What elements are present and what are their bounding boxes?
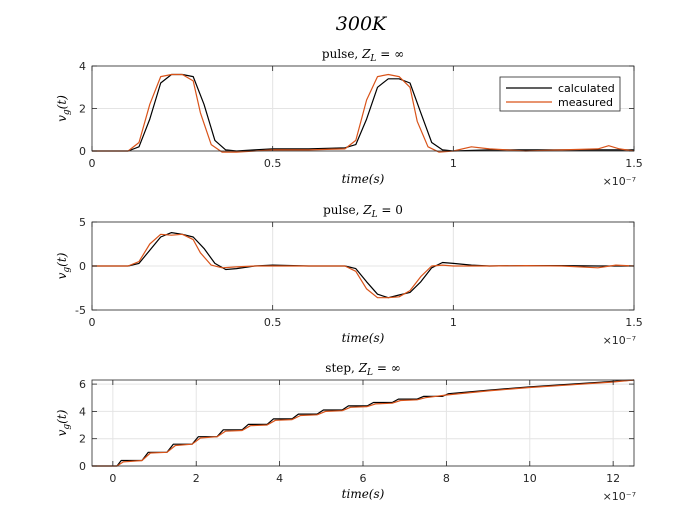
y-tick-label: 5 bbox=[79, 216, 86, 229]
x-tick-label: 0 bbox=[89, 157, 96, 170]
panel-title-math: Z bbox=[358, 361, 368, 375]
x-tick-label: 1.5 bbox=[625, 157, 643, 170]
series-measured-line bbox=[92, 73, 635, 153]
y-axis-label: vg(t) bbox=[55, 95, 72, 122]
panel-title-eq: = 0 bbox=[378, 203, 403, 217]
y-tick-label: 0 bbox=[79, 460, 86, 473]
x-tick-label: 1.5 bbox=[625, 316, 643, 329]
chart-panel-1: 0 0.5 1 1.5 0 2 4 ×10⁻⁷ pulse, ZL = ∞ time(s) vg(t… bbox=[55, 47, 643, 188]
panel-title-eq: = ∞ bbox=[373, 361, 401, 375]
y-axis-label-arg: (t) bbox=[55, 409, 69, 424]
y-axis-label: vg(t) bbox=[55, 252, 72, 279]
x-exponent-label: ×10⁻⁷ bbox=[603, 334, 636, 347]
x-tick-label: 10 bbox=[523, 472, 537, 485]
x-tick-label: 0.5 bbox=[264, 316, 282, 329]
panel-title: pulse, ZL = ∞ bbox=[322, 47, 404, 64]
y-axis-label: vg(t) bbox=[55, 409, 72, 436]
panel-title-math: Z bbox=[361, 47, 371, 61]
y-tick-label: 6 bbox=[79, 378, 86, 391]
panel-title-sub: L bbox=[366, 368, 373, 378]
panel-title-sub: L bbox=[371, 210, 378, 220]
y-tick-label: 2 bbox=[79, 433, 86, 446]
x-tick-label: 8 bbox=[443, 472, 450, 485]
y-axis-label-arg: (t) bbox=[55, 95, 69, 110]
panel-title-math: Z bbox=[362, 203, 372, 217]
chart-panel-3: 0 2 4 6 8 10 12 0 2 4 6 ×10⁻⁷ step, ZL = ∞ time(s) vg(… bbox=[55, 361, 636, 503]
x-tick-label: 6 bbox=[360, 472, 367, 485]
panel-title-eq: = ∞ bbox=[376, 47, 404, 61]
x-exponent-label: ×10⁻⁷ bbox=[603, 490, 636, 503]
y-axis-label-v: v bbox=[55, 115, 69, 122]
x-tick-label: 1 bbox=[450, 316, 457, 329]
x-tick-label: 0.5 bbox=[264, 157, 282, 170]
panel-title-text: step, bbox=[325, 361, 358, 375]
legend-label-measured: measured bbox=[558, 96, 613, 109]
x-tick-label: 4 bbox=[276, 472, 283, 485]
legend-box bbox=[499, 76, 621, 112]
panel-title-text: pulse, bbox=[323, 203, 363, 217]
y-tick-label: 2 bbox=[79, 103, 86, 116]
y-tick-label: 4 bbox=[79, 60, 86, 73]
y-axis-label-v: v bbox=[55, 429, 69, 436]
x-axis-label: time(s) bbox=[342, 331, 385, 345]
y-tick-label: -5 bbox=[75, 304, 86, 317]
x-tick-label: 1 bbox=[450, 157, 457, 170]
x-tick-label: 12 bbox=[606, 472, 620, 485]
grid bbox=[92, 380, 634, 467]
x-tick-label: 0 bbox=[109, 472, 116, 485]
legend-label-calculated: calculated bbox=[558, 82, 615, 95]
y-axis-label-sub: g bbox=[62, 267, 72, 273]
x-axis-label: time(s) bbox=[342, 487, 385, 501]
y-tick-label: 4 bbox=[79, 405, 86, 418]
figure-title: 300K bbox=[336, 13, 388, 35]
y-tick-label: 0 bbox=[79, 260, 86, 273]
y-axis-label-arg: (t) bbox=[55, 252, 69, 267]
panel-title: pulse, ZL = 0 bbox=[323, 203, 403, 220]
x-axis-label: time(s) bbox=[342, 172, 385, 186]
x-tick-label: 2 bbox=[193, 472, 200, 485]
x-exponent-label: ×10⁻⁷ bbox=[603, 175, 636, 188]
y-tick-label: 0 bbox=[79, 145, 86, 158]
y-axis-label-sub: g bbox=[62, 109, 72, 115]
series-measured-line bbox=[92, 379, 635, 467]
x-tick-label: 0 bbox=[89, 316, 96, 329]
series-measured-line bbox=[92, 233, 635, 299]
y-axis-label-sub: g bbox=[62, 424, 72, 430]
panel-title: step, ZL = ∞ bbox=[325, 361, 400, 378]
y-axis-label-v: v bbox=[55, 272, 69, 279]
panel-title-sub: L bbox=[369, 54, 376, 64]
panel-title-text: pulse, bbox=[322, 47, 362, 61]
series-calculated-line bbox=[92, 232, 634, 299]
